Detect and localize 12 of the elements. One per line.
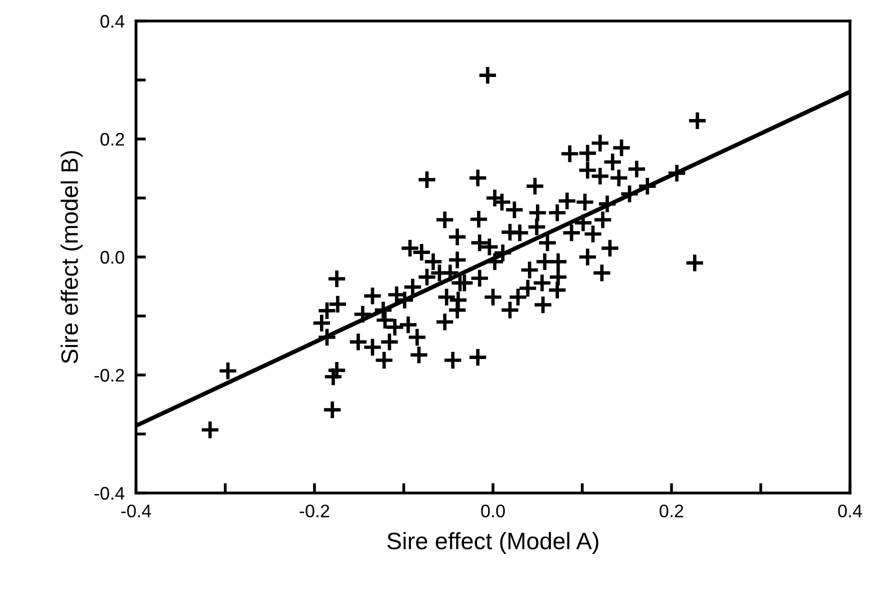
- y-tick-label: -0.2: [94, 368, 124, 382]
- x-tick-label: 0.4: [838, 504, 862, 518]
- x-tick-label: -0.4: [121, 504, 152, 518]
- x-tick-label: -0.2: [300, 504, 330, 518]
- y-tick-label: 0.2: [100, 132, 124, 146]
- x-axis-title: Sire effect (Model A): [387, 532, 598, 554]
- y-tick-label: 0.0: [100, 250, 124, 264]
- x-tick-label: 0.2: [660, 504, 684, 518]
- y-tick-label: 0.4: [100, 14, 124, 28]
- x-tick-label: 0.0: [481, 504, 505, 518]
- y-tick-label: -0.4: [94, 486, 124, 500]
- y-axis-title: Sire effect (model B): [60, 151, 83, 364]
